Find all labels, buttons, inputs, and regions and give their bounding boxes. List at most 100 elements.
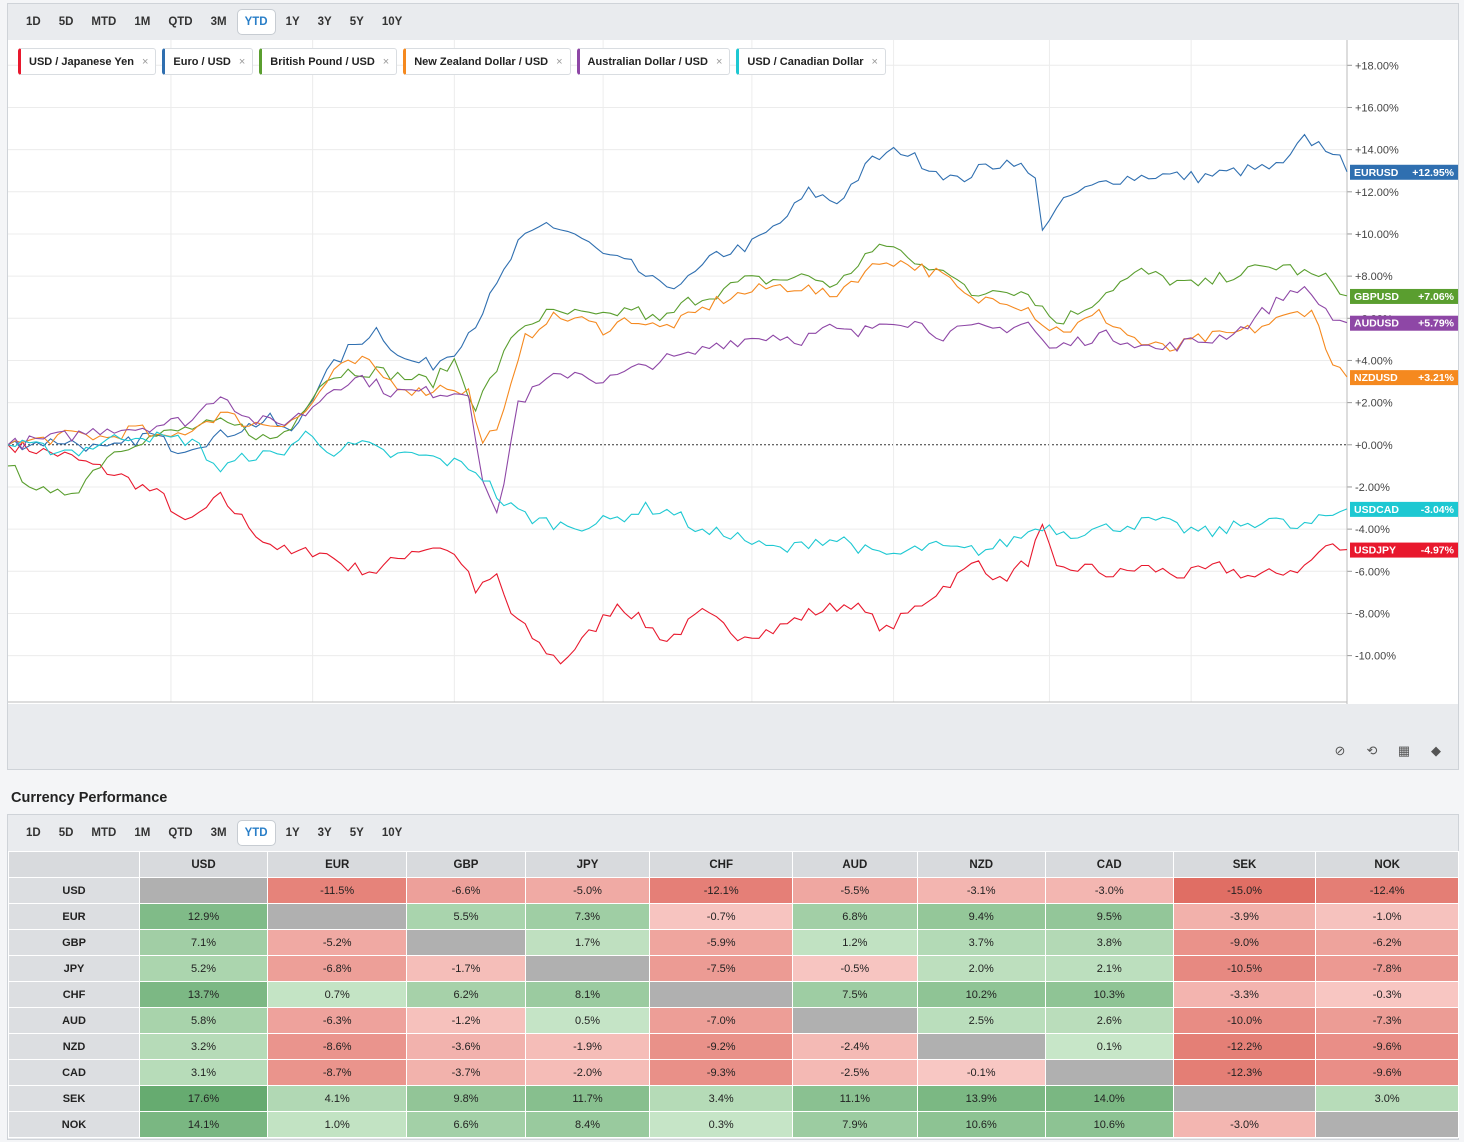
timeframe-3m-button[interactable]: 3M (210, 16, 227, 28)
legend-label: USD / Canadian Dollar (747, 55, 864, 68)
end-tag (1350, 315, 1458, 331)
table-cell: 2.1% (1044, 955, 1174, 982)
table-row: CAD 3.1% -8.7% -3.7% -2.0% -9.3% -2.5% -0.1% -12… (8, 1059, 1459, 1086)
timeframe-1d-button[interactable]: 1D (26, 827, 41, 839)
column-header: GBP (406, 851, 526, 878)
table-cell: 8.1% (524, 981, 651, 1008)
table-cell: 1.0% (267, 1111, 408, 1138)
table-cell: -10.5% (1172, 955, 1317, 982)
timeframe-3y-button[interactable]: 3Y (317, 827, 332, 839)
table-cell: -3.0% (1044, 877, 1174, 904)
grid-icon[interactable]: ▦ (1397, 743, 1411, 758)
table-cell: 0.7% (267, 981, 408, 1008)
column-header: SEK (1172, 851, 1317, 878)
y-tick-label: +8.00% (1355, 271, 1393, 283)
table-cell: -1.2% (406, 1007, 526, 1034)
remove-series-icon[interactable]: × (141, 55, 149, 68)
legend-chip[interactable]: USD / Japanese Yen × (18, 48, 157, 75)
table-cell: -5.0% (524, 877, 651, 904)
table-cell: 6.8% (791, 903, 918, 930)
legend-chip[interactable]: USD / Canadian Dollar × (736, 48, 886, 75)
timeframe-1y-button[interactable]: 1Y (285, 16, 300, 28)
eye-off-icon[interactable]: ⊘ (1334, 743, 1346, 758)
timeframe-1d-button[interactable]: 1D (26, 16, 41, 28)
row-header: CHF (8, 981, 140, 1008)
table-cell: 9.8% (406, 1085, 526, 1112)
legend-chip[interactable]: New Zealand Dollar / USD × (403, 48, 571, 75)
series-line-eurusd[interactable] (7, 133, 1348, 455)
y-tick-label: +10.00% (1355, 229, 1399, 241)
y-tick-label: +0.00% (1355, 440, 1393, 452)
timeframe-qtd-button[interactable]: QTD (168, 16, 193, 28)
end-tag (1350, 501, 1458, 517)
table-cell: -6.3% (267, 1007, 408, 1034)
table-cell: 3.8% (1044, 929, 1174, 956)
table-cell: 7.3% (524, 903, 651, 930)
column-header: CHF (649, 851, 793, 878)
legend-label: New Zealand Dollar / USD (414, 55, 549, 68)
table-cell: 2.5% (916, 1007, 1046, 1034)
series-line-nzdusd[interactable] (7, 260, 1348, 446)
timeframe-ytd-button[interactable]: YTD (236, 9, 276, 35)
table-cell: 10.6% (1044, 1111, 1174, 1138)
table-cell: 6.2% (406, 981, 526, 1008)
series-line-usdjpy[interactable] (7, 441, 1348, 665)
timeframe-5d-button[interactable]: 5D (58, 16, 74, 28)
table-cell (649, 981, 793, 1008)
chart-legend: USD / Japanese Yen × Euro / USD × British Po… (18, 48, 886, 75)
timeframe-5d-button[interactable]: 5D (58, 827, 74, 839)
legend-chip[interactable]: British Pound / USD × (259, 48, 398, 75)
table-cell: -12.4% (1315, 877, 1459, 904)
timeframe-5y-button[interactable]: 5Y (349, 16, 364, 28)
timeframe-5y-button[interactable]: 5Y (349, 827, 364, 839)
timeframe-qtd-button[interactable]: QTD (168, 827, 193, 839)
series-line-audusd[interactable] (7, 285, 1348, 515)
chart-timeframe-bar: 1D 5D MTD 1M QTD 3M YTD 1Y 3Y 5Y 10Y (8, 4, 1458, 40)
chart-area[interactable]: +18.00% +16.00% +14.00% +12.00% +10.00% +8.00… (7, 40, 1458, 723)
table-cell (138, 877, 269, 904)
end-tag (1350, 542, 1458, 558)
series-line-gbpusd[interactable] (7, 243, 1348, 496)
series-line-usdcad[interactable] (7, 430, 1348, 557)
table-cell: -2.5% (791, 1059, 918, 1086)
header-corner (8, 851, 140, 878)
table-cell: 13.9% (916, 1085, 1046, 1112)
y-tick-label: +12.00% (1355, 187, 1399, 199)
timeframe-mtd-button[interactable]: MTD (91, 16, 117, 28)
table-cell: -3.0% (1172, 1111, 1317, 1138)
end-tag-value: +5.79% (1418, 318, 1455, 330)
table-cell: -2.4% (791, 1033, 918, 1060)
timeframe-3m-button[interactable]: 3M (210, 827, 227, 839)
remove-series-icon[interactable]: × (715, 55, 723, 68)
remove-series-icon[interactable]: × (871, 55, 878, 68)
timeframe-10y-button[interactable]: 10Y (381, 827, 403, 839)
timeframe-1m-button[interactable]: 1M (134, 16, 151, 28)
column-header: USD (138, 851, 269, 878)
table-cell: -3.9% (1172, 903, 1317, 930)
table-cell: 3.7% (916, 929, 1046, 956)
remove-series-icon[interactable]: × (238, 55, 246, 68)
row-header: NZD (8, 1033, 140, 1060)
remove-series-icon[interactable]: × (382, 55, 390, 68)
timeframe-ytd-button[interactable]: YTD (236, 820, 276, 846)
timeframe-1y-button[interactable]: 1Y (285, 827, 300, 839)
timeframe-3y-button[interactable]: 3Y (317, 16, 332, 28)
remove-series-icon[interactable]: × (556, 55, 563, 68)
end-tag-value: -3.04% (1421, 504, 1455, 516)
magic-icon[interactable]: ⟲ (1366, 743, 1378, 758)
table-cell: -2.0% (524, 1059, 651, 1086)
row-header: JPY (8, 955, 140, 982)
table-cell: -9.3% (649, 1059, 793, 1086)
legend-chip[interactable]: Euro / USD × (162, 48, 254, 75)
tag-icon[interactable]: ◆ (1431, 743, 1441, 758)
timeframe-mtd-button[interactable]: MTD (91, 827, 117, 839)
timeframe-1m-button[interactable]: 1M (134, 827, 151, 839)
row-header: NOK (8, 1111, 140, 1138)
legend-label: USD / Japanese Yen (29, 55, 134, 68)
line-chart[interactable]: +18.00% +16.00% +14.00% +12.00% +10.00% +8.00… (7, 40, 1458, 723)
end-tag (1350, 288, 1458, 304)
table-cell: 5.5% (406, 903, 526, 930)
timeframe-10y-button[interactable]: 10Y (381, 16, 403, 28)
legend-label: Euro / USD (173, 55, 231, 68)
legend-chip[interactable]: Australian Dollar / USD × (576, 48, 731, 75)
